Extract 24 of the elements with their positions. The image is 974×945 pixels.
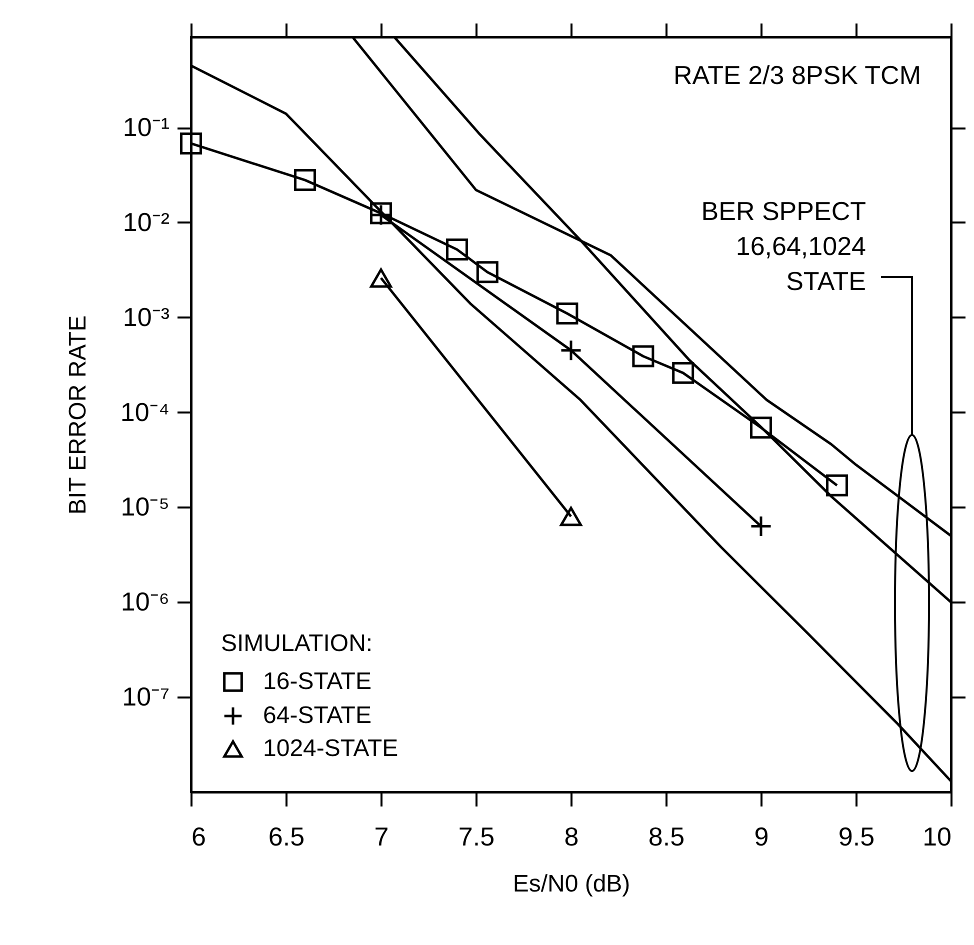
text: RATE 2/3 8PSK TCM	[673, 60, 921, 90]
legend-label: 64-STATE	[263, 702, 372, 729]
annotation: BER SPPECT 16,64,1024 STATE	[701, 196, 866, 296]
y-tick-label: 10⁻²	[122, 206, 170, 237]
x-tick-label: 7	[374, 822, 389, 852]
y-tick-label: 10⁻⁴	[120, 396, 170, 427]
y-tick-label: 10⁻⁵	[120, 492, 170, 522]
legend-label: 1024-STATE	[263, 735, 398, 762]
y-tick-label: 10⁻³	[122, 302, 170, 332]
x-tick-label: 8	[564, 822, 579, 852]
y-tick-label: 10⁻⁷	[122, 682, 170, 712]
x-axis-title: Es/N0 (dB)	[512, 870, 630, 898]
legend-title: SIMULATION:	[221, 630, 373, 657]
y-axis-title: BIT ERROR RATE	[64, 315, 92, 515]
x-tick-label: 9	[754, 822, 769, 852]
y-tick-label: 10⁻¹	[122, 112, 170, 142]
x-tick-label: 8.5	[648, 822, 685, 852]
legend-label: 16-STATE	[263, 668, 372, 695]
x-tick-label: 10	[922, 822, 952, 852]
x-tick-label: 6	[192, 822, 206, 852]
x-tick-label: 6.5	[268, 822, 305, 852]
x-tick-label: 7.5	[458, 822, 495, 852]
y-tick-label: 10⁻⁶	[120, 586, 170, 617]
x-tick-label: 9.5	[838, 822, 875, 852]
